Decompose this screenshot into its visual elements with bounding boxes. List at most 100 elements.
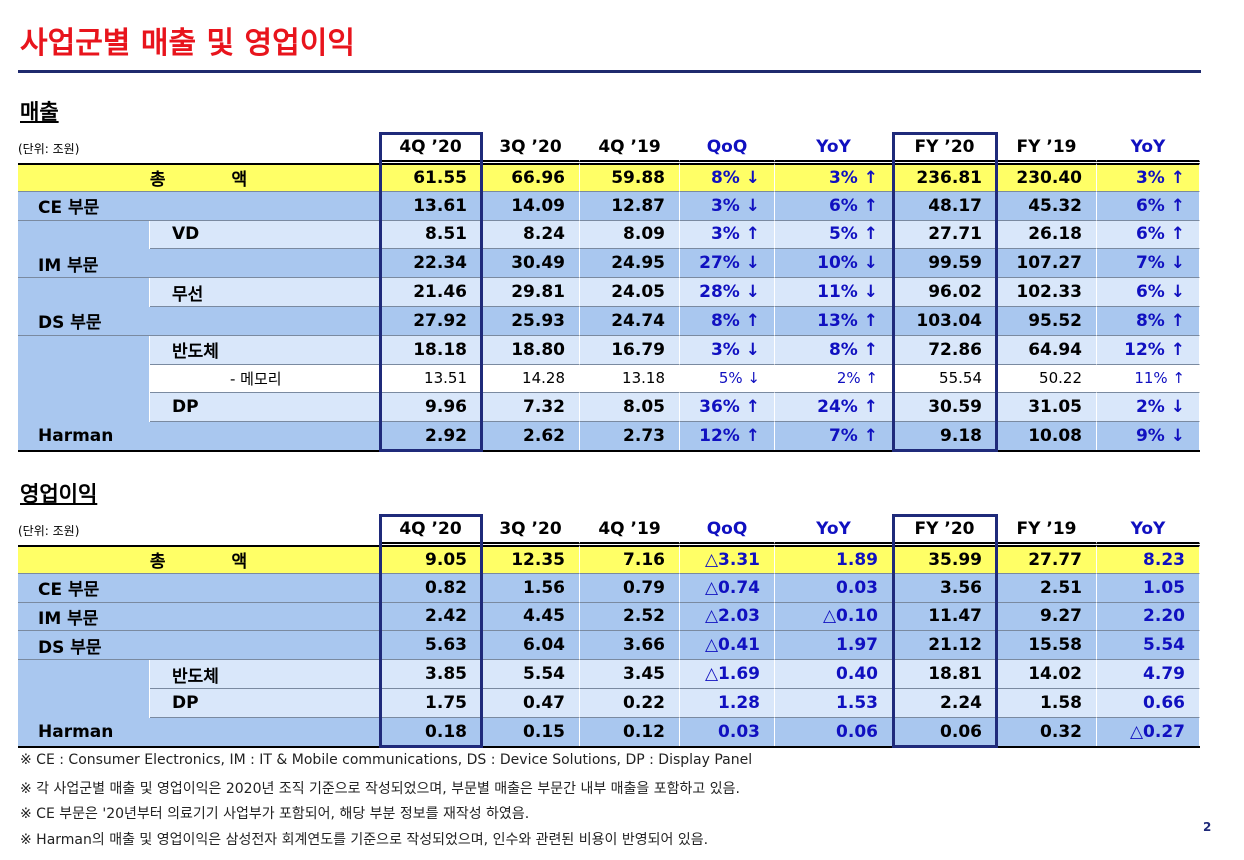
row-label: DS 부문 (18, 307, 380, 336)
row-label: 총 액 (18, 545, 380, 574)
value-cell: 15.58 (997, 631, 1097, 661)
row-label: DS 부문 (18, 631, 380, 661)
value-cell: 2% ↓ (1097, 393, 1200, 423)
value-cell: 8.05 (580, 393, 680, 423)
value-cell: 0.40 (775, 660, 893, 689)
value-cell: 25.93 (482, 307, 580, 336)
value-cell: 22.34 (380, 249, 482, 279)
value-cell: 0.79 (580, 573, 680, 603)
value-cell: 26.18 (997, 220, 1097, 250)
value-cell: 18.81 (893, 660, 997, 689)
row-label: DP (150, 393, 380, 423)
value-cell: 3.66 (580, 631, 680, 661)
value-cell: 2.24 (893, 689, 997, 718)
table-bottom-rule (18, 450, 1200, 452)
section-heading: 영업이익 (20, 482, 98, 506)
value-cell: 5% ↓ (680, 364, 775, 394)
column-highlight-box (379, 132, 483, 452)
value-cell: 4.45 (482, 602, 580, 632)
value-cell: 0.06 (775, 717, 893, 747)
column-header: FY ’19 (997, 516, 1097, 544)
value-cell: 72.86 (893, 335, 997, 365)
row-group-block (18, 335, 150, 365)
table-bottom-rule (18, 745, 1200, 748)
value-cell: 6% ↑ (1097, 220, 1200, 250)
value-cell: 99.59 (893, 249, 997, 279)
value-cell: 45.32 (997, 191, 1097, 221)
value-cell: 0.03 (680, 717, 775, 747)
value-cell: 14.02 (997, 660, 1097, 689)
value-cell: 9.96 (380, 393, 482, 423)
value-cell: 30.59 (893, 393, 997, 423)
value-cell: △1.69 (680, 660, 775, 689)
footnote: ※ CE : Consumer Electronics, IM : IT & M… (20, 752, 753, 768)
row-group-block (18, 660, 150, 689)
value-cell: 10% ↓ (775, 249, 893, 279)
value-cell: △2.03 (680, 602, 775, 632)
value-cell: 24.05 (580, 278, 680, 307)
value-cell: 55.54 (893, 364, 997, 394)
column-header: 3Q ’20 (482, 516, 580, 544)
value-cell: 8.23 (1097, 545, 1200, 574)
value-cell: 8.24 (482, 220, 580, 250)
value-cell: 50.22 (997, 364, 1097, 394)
value-cell: 12.35 (482, 545, 580, 574)
value-cell: 3% ↓ (680, 191, 775, 221)
value-cell: 7% ↓ (1097, 249, 1200, 279)
row-label: VD (150, 220, 380, 250)
column-highlight-box (892, 132, 998, 452)
value-cell: 14.28 (482, 364, 580, 394)
value-cell: 2.42 (380, 602, 482, 632)
page-title: 사업군별 매출 및 영업이익 (20, 26, 355, 61)
value-cell: 0.12 (580, 717, 680, 747)
value-cell: 13% ↑ (775, 307, 893, 336)
value-cell: 61.55 (380, 163, 482, 192)
column-header: 4Q ’20 (380, 516, 482, 544)
value-cell: 11% ↓ (775, 278, 893, 307)
column-header: QoQ (680, 516, 775, 544)
row-label: Harman (18, 717, 380, 747)
value-cell: △0.74 (680, 573, 775, 603)
value-cell: 7.16 (580, 545, 680, 574)
value-cell: 3% ↑ (680, 220, 775, 250)
value-cell: 3% ↑ (775, 163, 893, 192)
value-cell: 24% ↑ (775, 393, 893, 423)
value-cell: △0.10 (775, 602, 893, 632)
row-group-block (18, 220, 150, 250)
column-header: FY ’19 (997, 134, 1097, 162)
value-cell: △3.31 (680, 545, 775, 574)
value-cell: 107.27 (997, 249, 1097, 279)
value-cell: 1.97 (775, 631, 893, 661)
value-cell: 230.40 (997, 163, 1097, 192)
value-cell: 7.32 (482, 393, 580, 423)
value-cell: 36% ↑ (680, 393, 775, 423)
value-cell: 1.56 (482, 573, 580, 603)
row-label: Harman (18, 422, 380, 451)
value-cell: 2% ↑ (775, 364, 893, 394)
value-cell: 11% ↑ (1097, 364, 1200, 394)
row-label: 총 액 (18, 163, 380, 192)
value-cell: 9.05 (380, 545, 482, 574)
value-cell: 1.28 (680, 689, 775, 718)
unit-label: (단위: 조원) (18, 142, 80, 156)
row-group-block (18, 278, 150, 307)
value-cell: 5% ↑ (775, 220, 893, 250)
value-cell: 0.03 (775, 573, 893, 603)
value-cell: 8% ↓ (680, 163, 775, 192)
value-cell: 13.18 (580, 364, 680, 394)
value-cell: 6.04 (482, 631, 580, 661)
value-cell: 102.33 (997, 278, 1097, 307)
row-group-block (18, 364, 150, 394)
value-cell: 3.85 (380, 660, 482, 689)
row-group-block (18, 393, 150, 423)
value-cell: 29.81 (482, 278, 580, 307)
value-cell: 2.20 (1097, 602, 1200, 632)
value-cell: 0.22 (580, 689, 680, 718)
value-cell: 27.71 (893, 220, 997, 250)
column-header: YoY (775, 516, 893, 544)
value-cell: 0.66 (1097, 689, 1200, 718)
section-heading: 매출 (20, 100, 59, 124)
value-cell: 8% ↑ (1097, 307, 1200, 336)
value-cell: 2.62 (482, 422, 580, 451)
